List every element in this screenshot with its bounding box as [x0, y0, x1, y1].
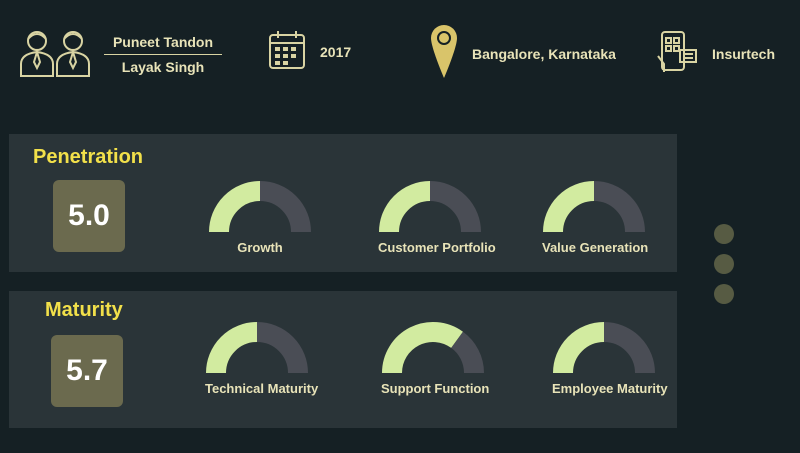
page-dot-1[interactable] — [714, 224, 734, 244]
gauge-track — [450, 331, 484, 374]
gauge-fill — [209, 181, 261, 233]
gauge-fill — [382, 322, 463, 374]
founder-names: Puneet Tandon Layak Singh — [104, 33, 222, 76]
mobile-app-icon — [656, 30, 698, 77]
map-pin-icon — [430, 24, 458, 83]
industry-group: Insurtech — [656, 30, 775, 77]
page-dot-2[interactable] — [714, 254, 734, 274]
location-group: Bangalore, Karnataka — [430, 24, 616, 83]
maturity-title: Maturity — [45, 299, 123, 321]
gauge-label: Technical Maturity — [205, 381, 319, 396]
penetration-score: 5.0 — [53, 180, 125, 252]
founder-name-2: Layak Singh — [121, 59, 205, 75]
gauge-label: Support Function — [381, 381, 490, 396]
penetration-title: Penetration — [33, 146, 144, 168]
gauge-fill — [543, 181, 595, 233]
gauge-track — [429, 181, 481, 233]
page-dot-3[interactable] — [714, 284, 734, 304]
gauge-label: Value Generation — [542, 240, 649, 255]
founder-name-1: Puneet Tandon — [112, 34, 214, 50]
calendar-icon — [268, 30, 306, 73]
gauge-track — [593, 181, 645, 233]
year-group: 2017 — [268, 30, 351, 73]
two-people-icon — [18, 26, 94, 83]
gauge-arc — [379, 181, 481, 233]
gauge-arc — [209, 181, 311, 233]
gauge-track — [259, 181, 311, 233]
gauge-fill — [206, 322, 258, 374]
gauge-fill — [553, 322, 605, 374]
maturity-panel: Maturity 5.7 Technical Maturity Support … — [9, 291, 677, 428]
location: Bangalore, Karnataka — [472, 45, 616, 62]
gauge-arc — [543, 181, 645, 233]
gauge-arc — [206, 322, 308, 374]
gauge-label: Employee Maturity — [552, 381, 668, 396]
gauge-arc — [382, 322, 484, 374]
gauge-track — [603, 322, 655, 374]
gauge-fill — [379, 181, 431, 233]
founded-year: 2017 — [320, 43, 352, 60]
gauge-value-generation: Value Generation — [542, 180, 649, 255]
gauge-technical-maturity: Technical Maturity — [205, 321, 319, 396]
divider — [104, 54, 222, 55]
gauge-growth: Growth — [208, 180, 312, 255]
gauge-label: Growth — [237, 240, 283, 255]
gauge-arc — [553, 322, 655, 374]
gauge-track — [256, 322, 308, 374]
gauge-label: Customer Portfolio — [378, 240, 496, 255]
gauge-employee-maturity: Employee Maturity — [552, 321, 668, 396]
gauge-customer-portfolio: Customer Portfolio — [378, 180, 496, 255]
maturity-score: 5.7 — [51, 335, 123, 407]
founders-group: Puneet Tandon Layak Singh — [18, 26, 222, 83]
penetration-panel: Penetration 5.0 Growth Customer Portfoli… — [9, 134, 677, 272]
gauge-support-function: Support Function — [381, 321, 490, 396]
industry: Insurtech — [712, 45, 776, 62]
